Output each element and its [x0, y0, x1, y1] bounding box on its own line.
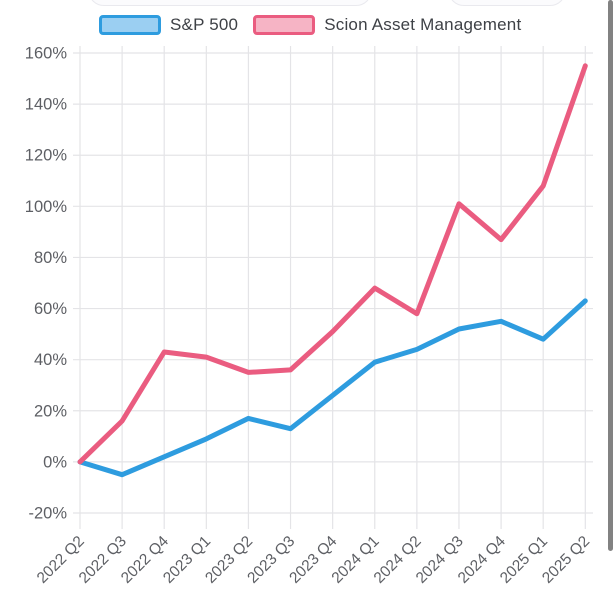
legend-item-sp500[interactable]: S&P 500 — [99, 15, 238, 35]
y-tick-label: 20% — [34, 402, 67, 420]
y-tick-label: 120% — [25, 147, 68, 165]
y-tick-label: 80% — [34, 249, 67, 267]
y-tick-label: 140% — [25, 96, 68, 114]
sp500-swatch-icon — [99, 15, 161, 35]
y-tick-label: 0% — [43, 453, 67, 471]
series-line-scion-asset-management[interactable] — [77, 63, 588, 465]
scion-swatch-icon — [253, 15, 316, 35]
legend-item-scion[interactable]: Scion Asset Management — [253, 15, 521, 35]
y-tick-label: -20% — [28, 505, 67, 523]
series-line-sp500[interactable] — [77, 298, 588, 478]
x-tick-label: 2025 Q2 — [539, 533, 593, 587]
y-tick-label: 60% — [34, 300, 67, 318]
vertical-scrollbar-thumb[interactable] — [608, 0, 613, 551]
legend-label-scion: Scion Asset Management — [324, 15, 522, 34]
chart-legend: S&P 500 Scion Asset Management — [99, 15, 521, 35]
y-tick-label: 160% — [25, 45, 68, 63]
legend-label-sp500: S&P 500 — [170, 15, 239, 34]
y-tick-label: 40% — [34, 351, 67, 369]
y-tick-label: 100% — [25, 198, 68, 216]
